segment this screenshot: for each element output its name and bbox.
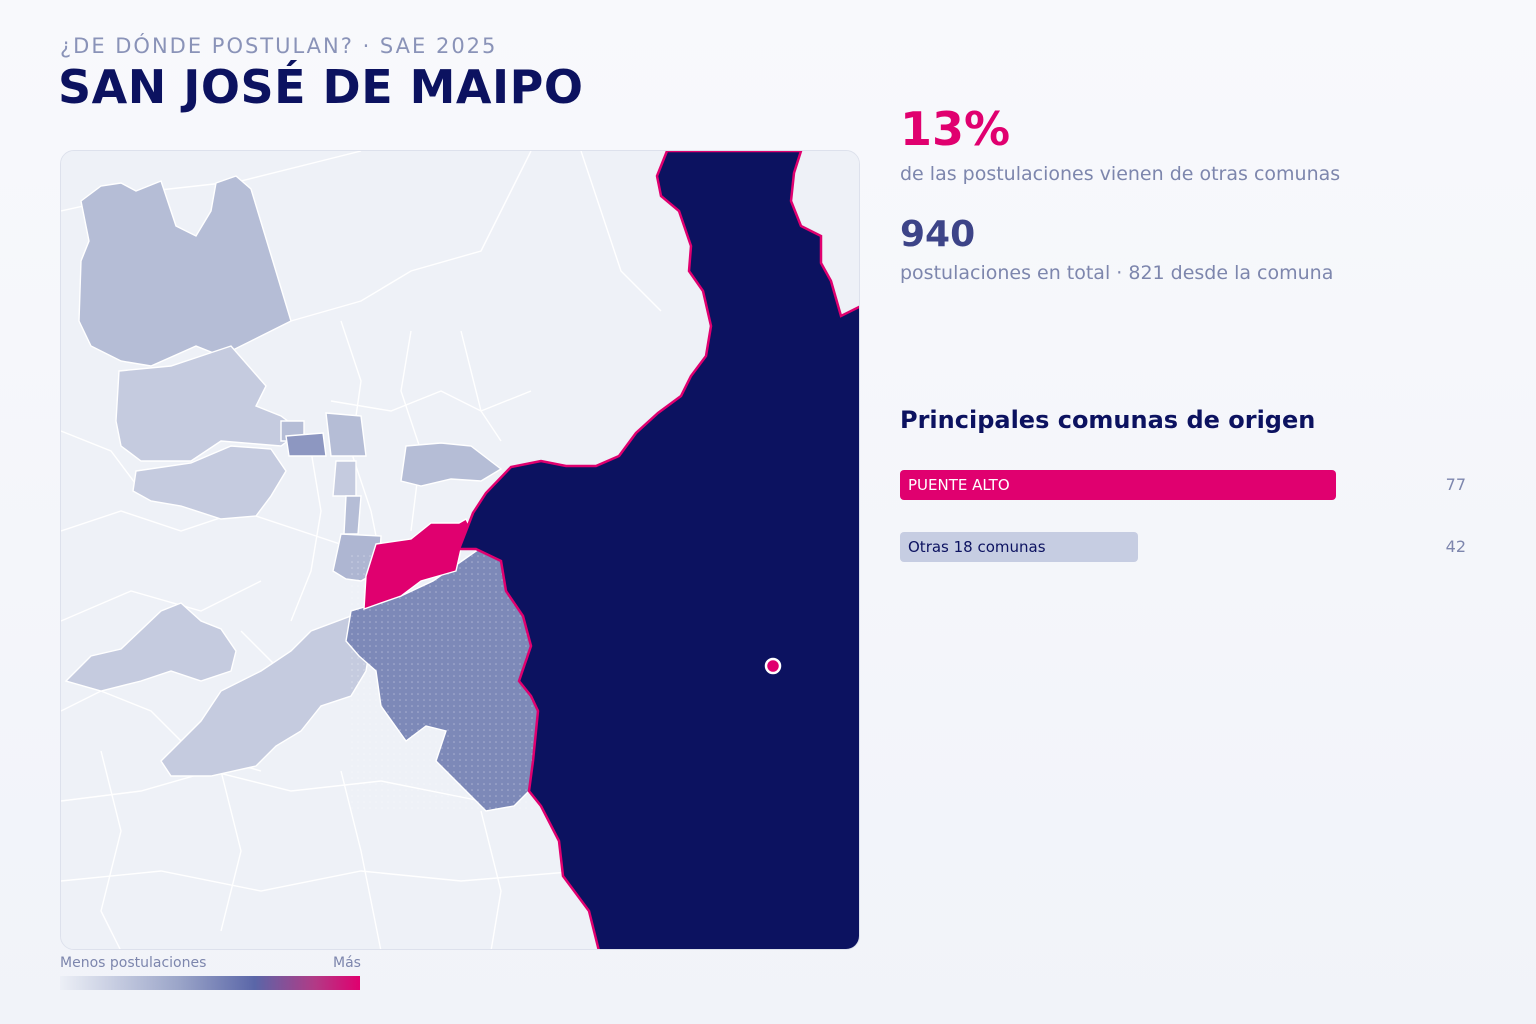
choropleth-map[interactable] xyxy=(60,150,860,950)
region-center-small-3[interactable] xyxy=(332,460,357,497)
ranking-bar-label: PUENTE ALTO xyxy=(908,476,1010,494)
region-center-east[interactable] xyxy=(400,442,503,487)
region-san-jose-de-maipo[interactable] xyxy=(457,151,860,950)
region-center-small-4[interactable] xyxy=(343,495,362,535)
stat-total: 940 xyxy=(900,214,976,255)
region-center-highlighted[interactable] xyxy=(285,432,327,457)
map-svg xyxy=(61,151,860,950)
ranking-bar-value: 42 xyxy=(1445,537,1466,556)
stat-total-description: postulaciones en total · 821 desde la co… xyxy=(900,262,1334,284)
subtitle-kicker: ¿DE DÓNDE POSTULAN? · SAE 2025 xyxy=(60,34,498,58)
stat-percentage: 13% xyxy=(900,102,1011,156)
stat-percentage-description: de las postulaciones vienen de otras com… xyxy=(900,163,1341,185)
ranking-row[interactable]: Otras 18 comunas 42 xyxy=(900,532,1470,562)
legend-color-scale xyxy=(60,976,360,990)
legend-low-label: Menos postulaciones xyxy=(60,955,207,971)
region-southwest-band[interactable] xyxy=(64,602,237,692)
legend-high-label: Más xyxy=(333,955,361,971)
region-north-large[interactable] xyxy=(78,175,292,367)
region-west-mid[interactable] xyxy=(132,445,287,520)
ranking-title: Principales comunas de origen xyxy=(900,406,1316,434)
school-location-marker[interactable] xyxy=(764,657,782,675)
ranking-row[interactable]: PUENTE ALTO 77 xyxy=(900,470,1470,500)
page-title: SAN JOSÉ DE MAIPO xyxy=(58,60,584,114)
ranking-bar-label: Otras 18 comunas xyxy=(908,538,1046,556)
region-center-small-1[interactable] xyxy=(325,412,367,457)
ranking-bar-value: 77 xyxy=(1445,475,1466,494)
ranking-bar: Otras 18 comunas xyxy=(900,532,1138,562)
ranking-bar: PUENTE ALTO xyxy=(900,470,1336,500)
